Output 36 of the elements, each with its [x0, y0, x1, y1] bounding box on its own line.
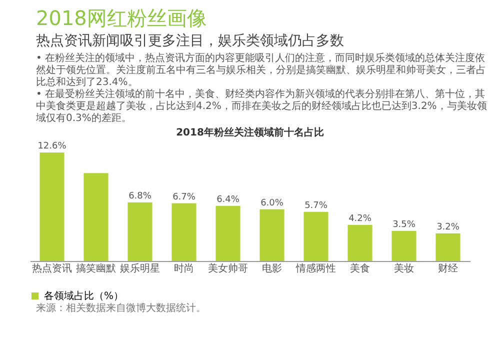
chart-subtitle: 热点资讯新闻吸引更多注目，娱乐类领域仍占多数 [36, 32, 345, 50]
chart-title: 2018网红粉丝画像 [36, 6, 208, 30]
x-tick-label: 财经 [438, 262, 458, 274]
text: • 在粉丝关注的领域中，热点资讯方面的内容更能吸引人们的注意，而同时娱乐类领域的总体关注度依然处于领先位置。关注度前五名中有三名与娱乐相关，分别是搞笑幽默、娱乐明星和帅哥美女，三者占比总和达到了23.4%。 [36, 53, 487, 88]
x-tick-label: 美女帅哥 [208, 262, 248, 274]
data-label: 5.7% [304, 200, 328, 211]
data-label: 6.7% [172, 192, 196, 202]
x-tick-label: 美妆 [394, 262, 414, 274]
data-label: 6.4% [216, 194, 240, 205]
bar [260, 209, 284, 261]
legend-label: 各领域占比（%） [44, 290, 124, 302]
bar [172, 203, 196, 261]
text: 2018年粉丝关注领域前十名占比 [176, 126, 324, 138]
bar [84, 173, 108, 261]
source-note: 来源：相关数据来自微博大数据统计。 [36, 303, 207, 315]
x-tick-label: 电影 [262, 262, 282, 274]
x-tick-label: 时尚 [174, 262, 194, 274]
data-label: 3.2% [436, 222, 460, 232]
bar [40, 152, 64, 261]
bar [348, 224, 372, 261]
data-label: 6.0% [260, 198, 284, 208]
data-label: 4.2% [348, 214, 372, 224]
bar [304, 212, 328, 261]
x-tick-label: 搞笑幽默 [76, 262, 116, 274]
data-label: 3.5% [392, 220, 416, 230]
bar [436, 233, 460, 261]
bar [392, 230, 416, 261]
text: • 在最受粉丝关注领域的前十名中，美食、财经类内容作为新兴领域的代表分别排在第八、第十位，其中美食类更是超越了美妆，占比达到4.2%，而排在美妆之后的财经领域占比也已达到3.2%，与美妆领域仅有0.3%的差距。 [36, 89, 488, 125]
x-tick-label: 情感两性 [295, 262, 336, 274]
data-label: 6.8% [128, 191, 152, 202]
bar [128, 202, 152, 261]
x-tick-label: 娱乐明星 [120, 262, 160, 274]
x-tick-label: 美食 [350, 262, 370, 274]
bar [216, 206, 240, 261]
x-tick-label: 热点资讯 [32, 262, 72, 274]
data-label: 12.6% [38, 141, 67, 152]
